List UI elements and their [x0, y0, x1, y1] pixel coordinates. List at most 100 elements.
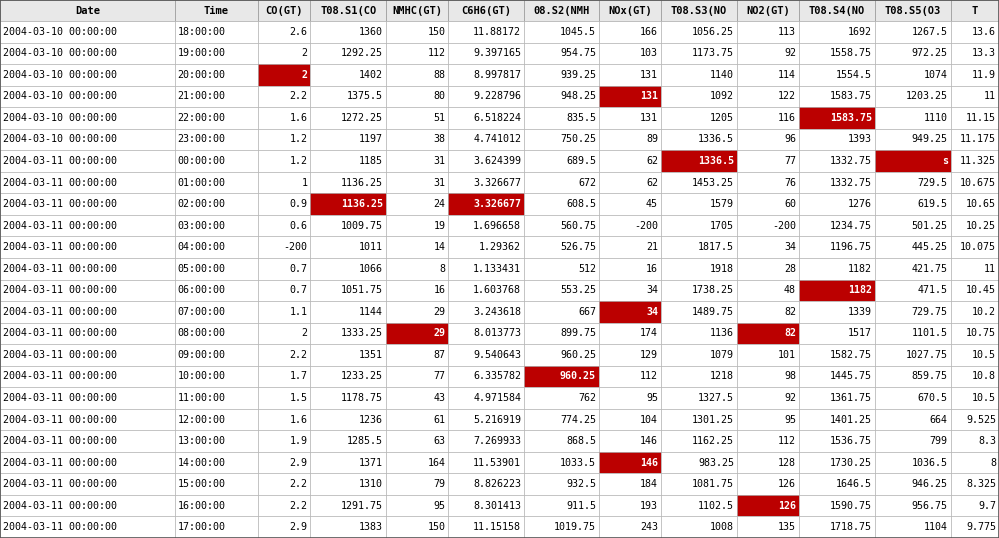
Text: 2004-03-11 00:00:00: 2004-03-11 00:00:00: [3, 501, 117, 511]
Text: 116: 116: [778, 113, 796, 123]
Text: 1705: 1705: [710, 221, 734, 231]
Bar: [258, 150, 311, 172]
Bar: [951, 150, 999, 172]
Text: -200: -200: [634, 221, 658, 231]
Text: 1918: 1918: [710, 264, 734, 274]
Bar: [0, 64, 175, 86]
Bar: [661, 452, 737, 473]
Bar: [599, 280, 661, 301]
Text: 1336.5: 1336.5: [698, 134, 734, 145]
Text: 62: 62: [646, 178, 658, 188]
Bar: [258, 452, 311, 473]
Text: 2: 2: [302, 48, 308, 58]
Bar: [599, 236, 661, 258]
Bar: [661, 280, 737, 301]
Bar: [599, 409, 661, 430]
Bar: [258, 86, 311, 107]
Bar: [449, 452, 524, 473]
Text: 1196.75: 1196.75: [830, 242, 872, 252]
Text: 3.326677: 3.326677: [474, 178, 521, 188]
Bar: [258, 43, 311, 64]
Text: 0.6: 0.6: [290, 221, 308, 231]
Text: 76: 76: [784, 178, 796, 188]
Bar: [599, 258, 661, 280]
Bar: [524, 430, 599, 452]
Bar: [875, 258, 951, 280]
Text: 983.25: 983.25: [698, 458, 734, 468]
Bar: [737, 301, 799, 323]
Text: 1489.75: 1489.75: [692, 307, 734, 317]
Text: 1.603768: 1.603768: [474, 285, 521, 295]
Text: 11: 11: [984, 91, 996, 101]
Text: 31: 31: [434, 156, 446, 166]
Text: 2004-03-11 00:00:00: 2004-03-11 00:00:00: [3, 393, 117, 403]
Text: 1008: 1008: [710, 522, 734, 532]
Text: 11.175: 11.175: [960, 134, 996, 145]
Bar: [175, 193, 258, 215]
Text: 1.2: 1.2: [290, 156, 308, 166]
Bar: [175, 430, 258, 452]
Text: 2004-03-10 00:00:00: 2004-03-10 00:00:00: [3, 134, 117, 145]
Bar: [0, 430, 175, 452]
Bar: [737, 43, 799, 64]
Text: 92: 92: [784, 393, 796, 403]
Bar: [175, 280, 258, 301]
Text: 2.9: 2.9: [290, 522, 308, 532]
Bar: [311, 107, 387, 129]
Bar: [0, 258, 175, 280]
Text: 8.301413: 8.301413: [474, 501, 521, 511]
Bar: [449, 409, 524, 430]
Bar: [0, 21, 175, 43]
Text: -200: -200: [284, 242, 308, 252]
Bar: [951, 387, 999, 409]
Bar: [524, 366, 599, 387]
Text: Date: Date: [75, 5, 100, 16]
Text: 128: 128: [778, 458, 796, 468]
Bar: [258, 129, 311, 150]
Text: 2004-03-11 00:00:00: 2004-03-11 00:00:00: [3, 221, 117, 231]
Bar: [387, 301, 449, 323]
Bar: [951, 516, 999, 538]
Text: 98: 98: [784, 371, 796, 381]
Text: 126: 126: [778, 501, 796, 511]
Bar: [799, 516, 875, 538]
Text: 1292.25: 1292.25: [342, 48, 384, 58]
Text: 03:00:00: 03:00:00: [178, 221, 226, 231]
Text: 1045.5: 1045.5: [560, 27, 596, 37]
Text: 10.8: 10.8: [972, 371, 996, 381]
Text: 95: 95: [434, 501, 446, 511]
Bar: [661, 387, 737, 409]
Text: 3.326677: 3.326677: [474, 199, 521, 209]
Text: 1291.75: 1291.75: [342, 501, 384, 511]
Text: 1718.75: 1718.75: [830, 522, 872, 532]
Bar: [799, 107, 875, 129]
Bar: [311, 452, 387, 473]
Bar: [661, 215, 737, 236]
Text: 16: 16: [434, 285, 446, 295]
Text: 77: 77: [784, 156, 796, 166]
Bar: [175, 236, 258, 258]
Bar: [599, 344, 661, 366]
Text: 1333.25: 1333.25: [342, 328, 384, 338]
Text: 08.S2(NMH: 08.S2(NMH: [533, 5, 589, 16]
Text: 501.25: 501.25: [912, 221, 948, 231]
Text: 1375.5: 1375.5: [348, 91, 384, 101]
Bar: [875, 193, 951, 215]
Bar: [0, 43, 175, 64]
Text: 4.741012: 4.741012: [474, 134, 521, 145]
Text: 11.88172: 11.88172: [474, 27, 521, 37]
Text: 02:00:00: 02:00:00: [178, 199, 226, 209]
Bar: [524, 280, 599, 301]
Bar: [258, 64, 311, 86]
Text: 101: 101: [778, 350, 796, 360]
Text: 1817.5: 1817.5: [698, 242, 734, 252]
Text: 1236: 1236: [360, 414, 384, 424]
Text: 22:00:00: 22:00:00: [178, 113, 226, 123]
Text: 868.5: 868.5: [566, 436, 596, 446]
Bar: [387, 409, 449, 430]
Bar: [875, 64, 951, 86]
Text: 2004-03-11 00:00:00: 2004-03-11 00:00:00: [3, 458, 117, 468]
Bar: [661, 21, 737, 43]
Bar: [799, 280, 875, 301]
Text: 10.65: 10.65: [966, 199, 996, 209]
